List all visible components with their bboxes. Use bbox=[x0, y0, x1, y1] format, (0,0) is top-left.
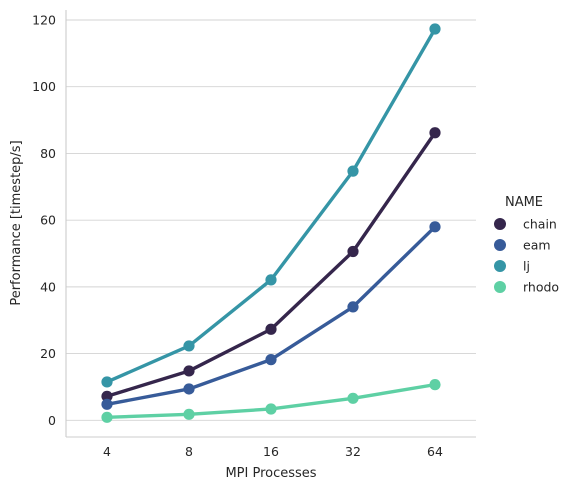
data-point bbox=[429, 23, 441, 35]
legend-label: chain bbox=[523, 217, 557, 232]
data-point bbox=[429, 221, 441, 233]
legend-marker bbox=[494, 239, 506, 251]
data-point bbox=[101, 411, 113, 423]
y-tick-label: 60 bbox=[40, 213, 56, 228]
legend-marker bbox=[494, 218, 506, 230]
y-tick-label: 120 bbox=[32, 13, 56, 28]
series-line bbox=[105, 225, 437, 407]
x-axis-label: MPI Processes bbox=[225, 466, 316, 481]
data-point bbox=[183, 365, 195, 377]
legend-item: eam bbox=[494, 238, 551, 253]
x-tick-label: 4 bbox=[103, 444, 111, 459]
y-tick-label: 80 bbox=[40, 146, 56, 161]
data-point bbox=[265, 323, 277, 335]
data-point bbox=[347, 245, 359, 258]
legend-item: rhodo bbox=[494, 280, 559, 295]
legend-label: eam bbox=[523, 238, 551, 253]
data-point bbox=[347, 165, 359, 177]
legend-label: rhodo bbox=[523, 280, 559, 295]
legend-marker bbox=[494, 260, 506, 272]
x-tick-label: 16 bbox=[263, 444, 279, 459]
x-tick-label: 32 bbox=[345, 444, 361, 459]
data-point bbox=[183, 383, 195, 395]
series bbox=[101, 23, 441, 423]
y-axis-label: Performance [timestep/s] bbox=[9, 140, 24, 305]
data-point bbox=[101, 390, 113, 402]
data-point bbox=[183, 340, 195, 352]
y-tick-label: 40 bbox=[40, 279, 56, 294]
y-tick-label: 0 bbox=[48, 413, 56, 428]
data-point bbox=[183, 408, 195, 420]
data-point bbox=[265, 354, 277, 366]
data-point bbox=[101, 398, 113, 410]
data-point bbox=[347, 301, 359, 313]
legend-label: lj bbox=[523, 259, 530, 274]
data-point bbox=[429, 127, 441, 139]
data-point bbox=[347, 392, 359, 404]
legend-title: NAME bbox=[505, 195, 543, 210]
legend-item: lj bbox=[494, 259, 530, 274]
data-point bbox=[265, 403, 277, 415]
grid-lines bbox=[66, 19, 476, 421]
series-rhodo bbox=[101, 379, 441, 423]
data-point bbox=[429, 379, 441, 391]
legend-marker bbox=[494, 281, 506, 293]
data-point bbox=[101, 376, 113, 388]
x-tick-labels: 4 8 16 32 64 bbox=[103, 444, 443, 459]
series-chain bbox=[101, 127, 441, 402]
legend: NAME chain eam lj rhodo bbox=[494, 195, 559, 295]
x-tick-label: 64 bbox=[427, 444, 443, 459]
series-eam bbox=[101, 221, 441, 410]
x-tick-label: 8 bbox=[185, 444, 193, 459]
legend-item: chain bbox=[494, 217, 557, 232]
y-tick-labels: 0 20 40 60 80 100 120 bbox=[32, 13, 56, 428]
series-lj bbox=[101, 23, 441, 388]
y-tick-label: 100 bbox=[32, 79, 56, 94]
y-tick-label: 20 bbox=[40, 346, 56, 361]
axes bbox=[65, 10, 476, 438]
data-point bbox=[265, 274, 277, 286]
